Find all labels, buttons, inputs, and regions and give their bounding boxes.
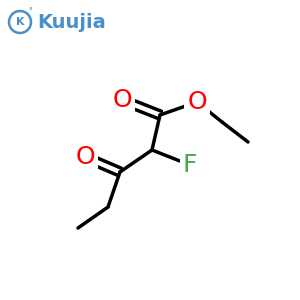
Text: O: O — [75, 145, 95, 169]
Text: °: ° — [28, 7, 32, 16]
Text: O: O — [187, 90, 207, 114]
Text: O: O — [112, 88, 132, 112]
Text: F: F — [183, 153, 197, 177]
Text: K: K — [16, 17, 24, 27]
Text: Kuujia: Kuujia — [37, 13, 106, 32]
